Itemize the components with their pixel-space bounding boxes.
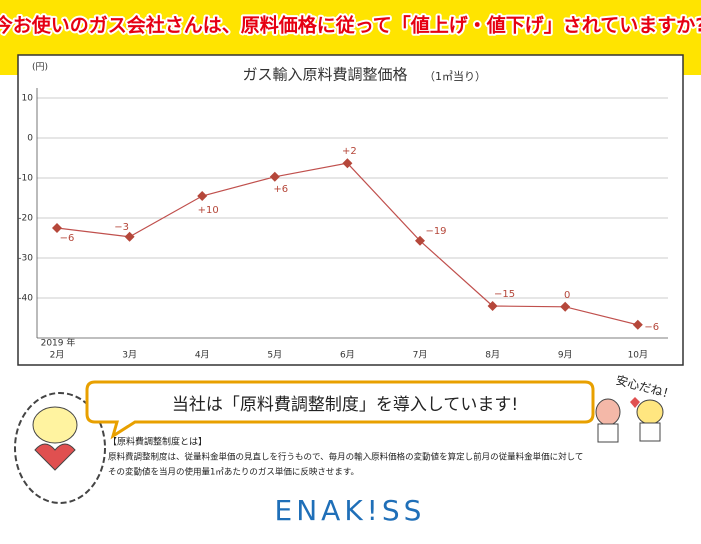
banner-title: 今お使いのガス会社さんは、原料価格に従って「値上げ・値下げ」されていますか? (0, 14, 701, 37)
plot: 10 0 -10 -20 -30 -40 2月 3月 4月 5月 6月 7月 8月 9月 10月 −6 −3 +1… (18, 88, 668, 361)
marker (124, 231, 135, 242)
y-tick-label: 0 (27, 134, 33, 144)
explanation-line: その変動値を当月の使用量1㎥あたりのガス単価に反映させます。 (108, 467, 359, 478)
x-tick-label: 4月 (195, 350, 210, 361)
x-tick-label: 2月 (50, 350, 65, 361)
x-tick-label: 6月 (340, 350, 355, 361)
annotation: +2 (342, 146, 357, 157)
marker (632, 319, 643, 330)
x-tick-label: 7月 (413, 350, 428, 361)
marker (415, 235, 425, 246)
annotation: +10 (198, 205, 219, 216)
annotation: −19 (425, 226, 446, 237)
chart-title: ガス輸入原料費調整価格 (242, 66, 407, 84)
y-tick-label: -20 (18, 214, 33, 224)
y-tick-label: -40 (18, 294, 33, 304)
speech-bubble (85, 380, 595, 440)
x-tick-label: 5月 (267, 350, 282, 361)
explanation-line: 原料費調整制度は、従量料金単価の見直しを行うもので、毎月の輸入原料価格の変動値を… (108, 452, 583, 463)
explanation-heading: 【原料費調整制度とは】 (108, 436, 207, 448)
marker (52, 223, 62, 233)
marker (560, 301, 571, 312)
x-tick-label: 9月 (558, 350, 573, 361)
y-tick-label: 10 (22, 94, 34, 104)
bubble-text: 当社は「原料費調整制度」を導入しています! (172, 395, 518, 415)
y-tick-label: -10 (18, 174, 33, 184)
x-tick-label: 8月 (485, 350, 500, 361)
marker (342, 158, 353, 169)
annotation: +6 (273, 184, 288, 195)
x-tick-label: 10月 (628, 350, 648, 361)
y-unit: (円) (32, 62, 48, 73)
y-tick-label: -30 (18, 254, 33, 264)
annotation: −15 (494, 289, 515, 300)
annotation: −6 (644, 322, 659, 333)
marker (269, 171, 280, 182)
characters (595, 397, 664, 443)
annotation: −3 (114, 222, 129, 233)
annotation: 0 (564, 290, 570, 301)
annotation: −6 (60, 233, 75, 244)
characters-speech: 安心だね！ (614, 372, 676, 402)
x-year-label: 2019 年 (41, 337, 76, 349)
chart-frame (17, 54, 684, 366)
logo: ENAK!SS (275, 494, 426, 527)
marker (197, 191, 208, 201)
chart-subtitle: （1㎥当り） (424, 69, 486, 83)
marker (487, 301, 498, 311)
x-tick-label: 3月 (122, 350, 137, 361)
sheep-character (14, 392, 106, 504)
